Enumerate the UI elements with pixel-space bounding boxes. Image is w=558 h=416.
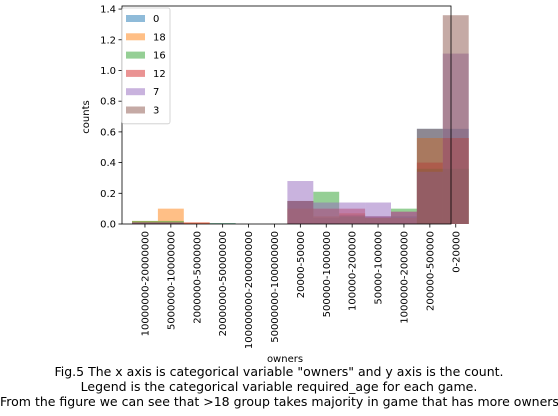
legend-label-7: 7: [153, 87, 159, 98]
x-tick-label-5: 100000000-200000000: [244, 231, 255, 349]
y-tick-label-7: 1.2: [100, 35, 116, 46]
x-axis: 10000000-20000000 5000000-10000000 2000000…: [140, 224, 462, 349]
caption-line-2: Legend is the categorical variable requi…: [80, 379, 478, 394]
x-tick-label-3: 2000000-5000000: [192, 231, 203, 324]
y-tick-label-2: 0.2: [100, 189, 116, 200]
legend: 0 18 16 12 7 3: [121, 7, 171, 125]
bar-series-7-9: [339, 202, 366, 224]
legend-label-12: 12: [153, 69, 166, 80]
legend-swatch-7: [126, 88, 145, 96]
figure-caption: Fig.5 The x axis is categorical variable…: [0, 364, 558, 409]
plot-area: [122, 6, 451, 224]
x-tick-label-11: 1000000-2000000: [399, 231, 410, 324]
legend-swatch-0: [126, 15, 145, 22]
legend-swatch-18: [126, 33, 145, 41]
x-axis-label: owners: [267, 354, 303, 362]
bar-series-7-7: [287, 181, 314, 224]
bar-series-7-10: [365, 202, 391, 224]
y-axis: 0.0 0.2 0.4 0.6 0.8 1.0 1.2 1.4: [100, 5, 122, 231]
x-tick-label-10: 50000-100000: [374, 231, 385, 305]
y-tick-label-8: 1.4: [100, 5, 116, 16]
x-tick-label-7: 20000-50000: [296, 231, 307, 298]
legend-label-16: 16: [153, 51, 166, 62]
y-tick-label-6: 1.0: [100, 66, 116, 77]
x-tick-label-6: 50000000-100000000: [270, 231, 281, 343]
x-tick-label-4: 20000000-50000000: [218, 231, 229, 336]
x-tick-label-2: 5000000-10000000: [166, 231, 177, 330]
bar-series-3-12: [416, 128, 443, 224]
y-tick-label-5: 0.8: [100, 97, 116, 108]
bars-group: [132, 15, 469, 224]
legend-swatch-16: [126, 51, 145, 59]
x-tick-label-9: 100000-200000: [348, 231, 359, 311]
bar-series-7-11: [391, 211, 417, 224]
legend-swatch-3: [126, 106, 145, 114]
legend-box: [121, 7, 171, 125]
bar-series-7-1: [132, 222, 158, 224]
caption-line-3: From the figure we can see that >18 grou…: [0, 394, 558, 409]
y-axis-label: counts: [81, 100, 92, 133]
bar-series-12-3: [183, 222, 210, 224]
histogram-chart: 0.0 0.2 0.4 0.6 0.8 1.0 1.2 1.4 10000000-200000…: [81, 5, 469, 362]
legend-label-3: 3: [153, 106, 159, 117]
bar-series-3-13: [442, 15, 469, 224]
x-tick-label-13: 0-20000: [451, 231, 462, 273]
bar-series-7-2: [157, 222, 184, 224]
x-tick-label-1: 10000000-20000000: [140, 231, 151, 336]
y-tick-label-4: 0.6: [100, 127, 116, 138]
legend-label-18: 18: [153, 32, 166, 43]
bar-series-18-2: [157, 208, 184, 224]
caption-line-1: Fig.5 The x axis is categorical variable…: [54, 364, 504, 379]
y-tick-label-1: 0.0: [100, 220, 116, 231]
x-tick-label-12: 200000-500000: [425, 231, 436, 311]
legend-label-0: 0: [153, 14, 159, 25]
y-tick-label-3: 0.4: [100, 158, 116, 169]
bar-series-7-8: [313, 202, 340, 224]
x-tick-label-8: 500000-1000000: [322, 231, 333, 317]
legend-swatch-12: [126, 69, 145, 77]
